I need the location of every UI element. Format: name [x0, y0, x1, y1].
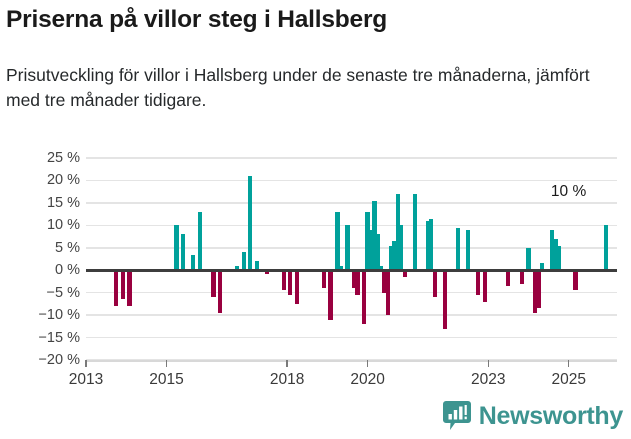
x-axis-tick	[286, 360, 288, 367]
chart-bar	[456, 227, 461, 271]
chart-bar	[335, 211, 340, 271]
chart-bar	[295, 270, 300, 304]
x-axis-tick	[487, 360, 490, 367]
chart-bar	[553, 238, 558, 271]
x-axis-line	[86, 360, 617, 362]
chart-bar	[603, 225, 608, 271]
chart-bar	[368, 229, 373, 271]
y-axis-labels: 25 % 20 % 15 % 10 % 5 % 0 % −5 % −10 % −15 % −20 …	[0, 151, 80, 367]
chart-bar	[328, 270, 333, 320]
chart-bar	[191, 254, 196, 271]
y-axis-tick-label: 0 %	[55, 262, 80, 279]
y-axis-tick-label: −15 %	[38, 329, 80, 346]
chart-bar	[506, 270, 511, 286]
x-axis-tick	[567, 360, 570, 367]
chart-bar	[211, 270, 216, 298]
bar-chart: 25 % 20 % 15 % 10 % 5 % 0 % −5 % −10 % −15 % −20 …	[0, 145, 631, 395]
chart-bar	[355, 270, 360, 295]
page-subtitle: Prisutveckling för villor i Hallsberg un…	[6, 65, 590, 111]
chart-bar	[402, 270, 407, 277]
chart-bar	[375, 234, 380, 271]
chart-bar	[388, 245, 393, 271]
chart-bar	[385, 270, 390, 316]
gridline	[86, 291, 617, 294]
y-axis-tick-label: 5 %	[55, 239, 80, 256]
chart-bar	[372, 200, 377, 271]
chart-bar	[382, 270, 387, 293]
gridline	[86, 157, 617, 159]
chart-bar	[412, 193, 417, 271]
gridline	[86, 179, 617, 182]
chart-bar	[114, 270, 119, 307]
chart-bar	[345, 225, 350, 271]
chart-bar	[254, 261, 260, 271]
x-axis-tick	[366, 360, 369, 367]
chart-bar	[395, 193, 400, 271]
bar-chart-speech-bubble-icon	[442, 401, 471, 431]
chart-bar	[197, 211, 202, 271]
gridline	[86, 224, 617, 227]
chart-bar	[398, 225, 404, 271]
gridline	[86, 247, 617, 249]
value-annotation: 10 %	[550, 183, 587, 201]
chart-bar	[466, 229, 471, 271]
y-axis-tick-label: −10 %	[38, 307, 80, 324]
chart-bar	[549, 229, 554, 271]
chart-bar	[288, 270, 293, 295]
gridline	[86, 202, 617, 204]
chart-bar	[573, 270, 578, 291]
x-axis-tick-label: 2023	[471, 371, 506, 388]
chart-bar	[241, 252, 246, 271]
chart-bar	[234, 265, 239, 271]
chart-bar	[392, 241, 397, 271]
chart-bar	[338, 265, 343, 271]
x-axis-tick-label: 2020	[350, 371, 385, 388]
chart-bar	[362, 270, 367, 325]
chart-bar	[248, 175, 253, 271]
chart-bar	[127, 270, 132, 307]
chart-bar	[539, 263, 544, 271]
chart-bar	[425, 220, 431, 271]
x-axis-tick	[165, 360, 168, 367]
chart-bar	[120, 270, 126, 300]
brand-footer: Newsworthy	[442, 401, 624, 431]
chart-bar	[365, 211, 370, 271]
y-axis-tick-label: 25 %	[46, 150, 80, 166]
chart-bar	[217, 270, 223, 313]
chart-bar	[352, 270, 357, 289]
chart-bar	[281, 270, 286, 291]
gridline	[86, 314, 617, 316]
chart-bar	[536, 270, 541, 309]
chart-bar	[533, 270, 538, 313]
y-axis-tick-label: 20 %	[46, 172, 80, 189]
plot-area	[86, 157, 617, 361]
chart-bar	[482, 270, 488, 302]
y-axis-tick-label: 15 %	[46, 194, 80, 211]
chart-bar	[476, 270, 481, 295]
chart-bar	[526, 247, 531, 271]
chart-bar	[429, 218, 434, 271]
brand-name: Newsworthy	[478, 401, 624, 430]
chart-bar	[556, 245, 561, 271]
gridline	[86, 336, 617, 339]
chart-bar	[378, 265, 383, 271]
chart-bar	[519, 270, 524, 284]
chart-bar	[181, 234, 186, 271]
y-axis-tick-label: −5 %	[46, 284, 80, 301]
chart-bar	[322, 270, 327, 289]
chart-bar	[264, 270, 270, 274]
chart-bar	[174, 225, 179, 271]
x-axis-tick-label: 2015	[149, 371, 184, 388]
x-axis-tick-label: 2013	[68, 371, 104, 388]
y-axis-tick-label: −20 %	[38, 352, 80, 368]
x-axis-tick-label: 2025	[551, 371, 586, 388]
y-axis-tick-label: 10 %	[46, 217, 80, 234]
chart-bar	[442, 270, 447, 329]
x-axis-tick-label: 2018	[269, 371, 305, 388]
chart-bar	[432, 270, 437, 298]
x-axis-tick	[85, 360, 87, 367]
page-title: Priserna på villor steg i Hallsberg	[6, 6, 388, 33]
zero-line	[86, 268, 617, 272]
